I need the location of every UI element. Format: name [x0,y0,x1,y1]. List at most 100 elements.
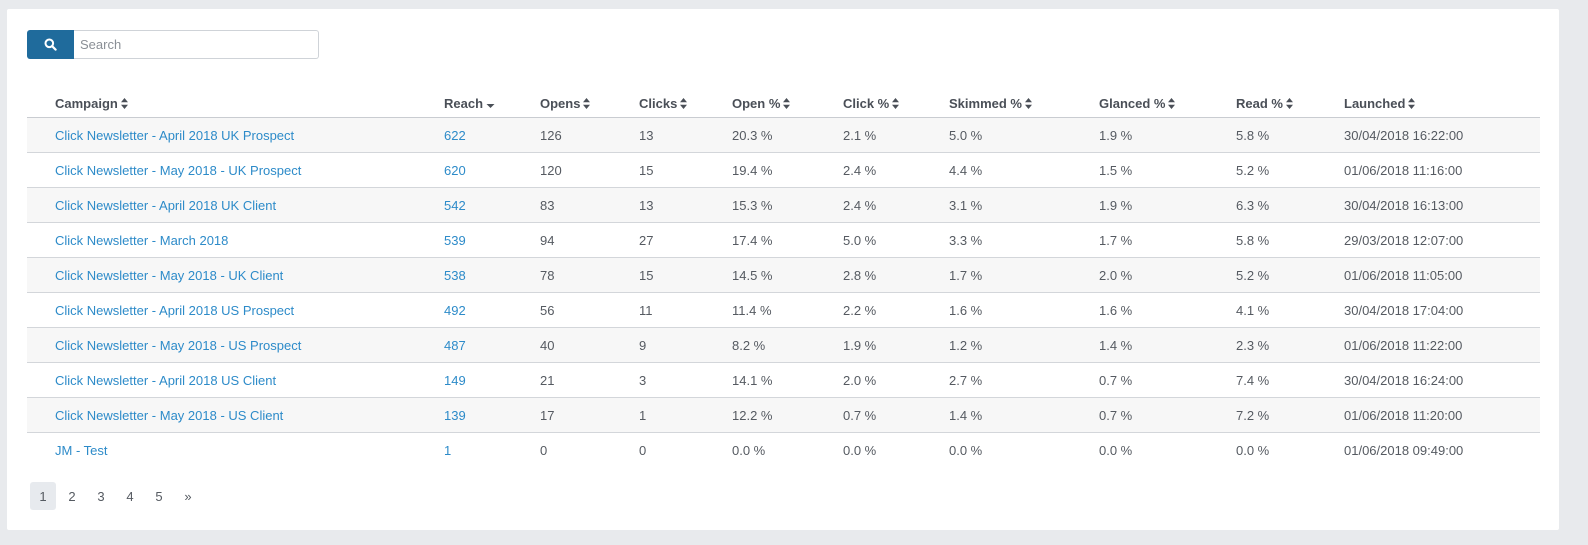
launched-cell: 01/06/2018 09:49:00 [1344,442,1464,458]
launched-cell: 30/04/2018 17:04:00 [1344,292,1540,328]
table-row: Click Newsletter - April 2018 US Prospec… [27,292,1540,328]
header-label: Reach [444,95,484,111]
campaign-link[interactable]: Click Newsletter - April 2018 US Client [55,372,277,388]
opens-cell: 21 [540,362,639,398]
page-2-button[interactable]: 2 [68,488,76,504]
skimmed-pct-cell: 1.6 % [949,292,1099,328]
sort-icon [1024,97,1032,109]
row-spacer [27,327,55,363]
open-pct-cell: 14.1 % [732,362,843,398]
skimmed-pct-cell: 3.3 % [949,222,1099,258]
skimmed-pct-cell: 0.0 % [949,442,983,458]
campaign-link[interactable]: Click Newsletter - May 2018 - UK Client [55,267,284,283]
clicks-cell: 1 [639,397,732,433]
table-row: Click Newsletter - May 2018 - US Client … [27,397,1540,433]
table-row: Click Newsletter - April 2018 UK Prospec… [27,117,1540,153]
campaign-link[interactable]: Click Newsletter - May 2018 - UK Prospec… [55,162,302,178]
pagination: 1 2 3 4 5 » [30,482,204,510]
search-button[interactable] [27,30,74,59]
reach-link[interactable]: 620 [444,162,466,178]
header-label: Glanced % [1099,95,1166,111]
search-input[interactable] [74,30,319,59]
table-row: Click Newsletter - April 2018 US Client … [27,362,1540,398]
clicks-cell: 27 [639,222,732,258]
campaign-link[interactable]: JM - Test [55,442,108,458]
header-reach[interactable]: Reach [444,89,540,118]
opens-cell: 94 [540,222,639,258]
row-spacer [27,292,55,328]
table-row: Click Newsletter - March 2018 539 94 27 … [27,222,1540,258]
clicks-cell: 3 [639,362,732,398]
campaigns-panel: Campaign Reach Opens Clicks Open % Click… [7,9,1559,530]
campaign-link[interactable]: Click Newsletter - March 2018 [55,232,229,248]
row-spacer [27,187,55,223]
reach-link[interactable]: 622 [444,127,466,143]
open-pct-cell: 14.5 % [732,257,843,293]
click-pct-cell: 2.8 % [843,257,949,293]
glanced-pct-cell: 2.0 % [1099,257,1236,293]
header-clicks[interactable]: Clicks [639,89,732,118]
click-pct-cell: 2.4 % [843,152,949,188]
header-label: Opens [540,95,581,111]
page-4-button[interactable]: 4 [126,488,134,504]
reach-link[interactable]: 538 [444,267,466,283]
skimmed-pct-cell: 1.4 % [949,397,1099,433]
campaign-link[interactable]: Click Newsletter - April 2018 US Prospec… [55,302,295,318]
campaign-link[interactable]: Click Newsletter - April 2018 UK Prospec… [55,127,295,143]
clicks-cell: 11 [639,292,732,328]
read-pct-cell: 5.2 % [1236,152,1344,188]
campaign-link[interactable]: Click Newsletter - April 2018 UK Client [55,197,277,213]
glanced-pct-cell: 0.7 % [1099,362,1236,398]
header-open-pct[interactable]: Open % [732,89,843,118]
row-spacer [27,257,55,293]
read-pct-cell: 7.2 % [1236,397,1344,433]
sort-icon [583,97,591,109]
click-pct-cell: 2.4 % [843,187,949,223]
reach-link[interactable]: 149 [444,372,466,388]
reach-link[interactable]: 542 [444,197,466,213]
row-spacer [27,397,55,433]
reach-link[interactable]: 492 [444,302,466,318]
campaign-link[interactable]: Click Newsletter - May 2018 - US Client [55,407,284,423]
launched-cell: 01/06/2018 11:22:00 [1344,327,1540,363]
sort-icon [1285,97,1293,109]
header-skimmed-pct[interactable]: Skimmed % [949,89,1099,118]
launched-cell: 01/06/2018 11:05:00 [1344,257,1540,293]
header-click-pct[interactable]: Click % [843,89,949,118]
glanced-pct-cell: 1.7 % [1099,222,1236,258]
read-pct-cell: 2.3 % [1236,327,1344,363]
campaigns-table: Campaign Reach Opens Clicks Open % Click… [27,89,1540,467]
page-5-button[interactable]: 5 [155,488,163,504]
launched-cell: 30/04/2018 16:22:00 [1344,117,1540,153]
row-spacer [27,362,55,398]
page-3-button[interactable]: 3 [97,488,105,504]
reach-link[interactable]: 1 [444,442,452,458]
read-pct-cell: 5.8 % [1236,222,1344,258]
next-page-button[interactable]: » [184,488,192,504]
header-glanced-pct[interactable]: Glanced % [1099,89,1236,118]
clicks-cell: 13 [639,187,732,223]
opens-cell: 56 [540,292,639,328]
header-opens[interactable]: Opens [540,89,639,118]
read-pct-cell: 6.3 % [1236,187,1344,223]
table-row: Click Newsletter - April 2018 UK Client … [27,187,1540,223]
read-pct-cell: 4.1 % [1236,292,1344,328]
glanced-pct-cell: 0.7 % [1099,397,1236,433]
sort-icon [120,97,128,109]
reach-link[interactable]: 539 [444,232,466,248]
opens-cell: 0 [540,442,548,458]
opens-cell: 126 [540,117,639,153]
row-spacer [27,117,55,153]
header-campaign[interactable]: Campaign [55,89,444,118]
campaign-link[interactable]: Click Newsletter - May 2018 - US Prospec… [55,337,302,353]
reach-link[interactable]: 139 [444,407,466,423]
header-label: Click % [843,95,890,111]
table-row: Click Newsletter - May 2018 - US Prospec… [27,327,1540,363]
search-icon [44,38,57,51]
header-launched[interactable]: Launched [1344,89,1540,118]
header-read-pct[interactable]: Read % [1236,89,1344,118]
page-1-button[interactable]: 1 [30,482,56,510]
reach-link[interactable]: 487 [444,337,466,353]
open-pct-cell: 0.0 % [732,442,766,458]
launched-cell: 01/06/2018 11:16:00 [1344,152,1540,188]
